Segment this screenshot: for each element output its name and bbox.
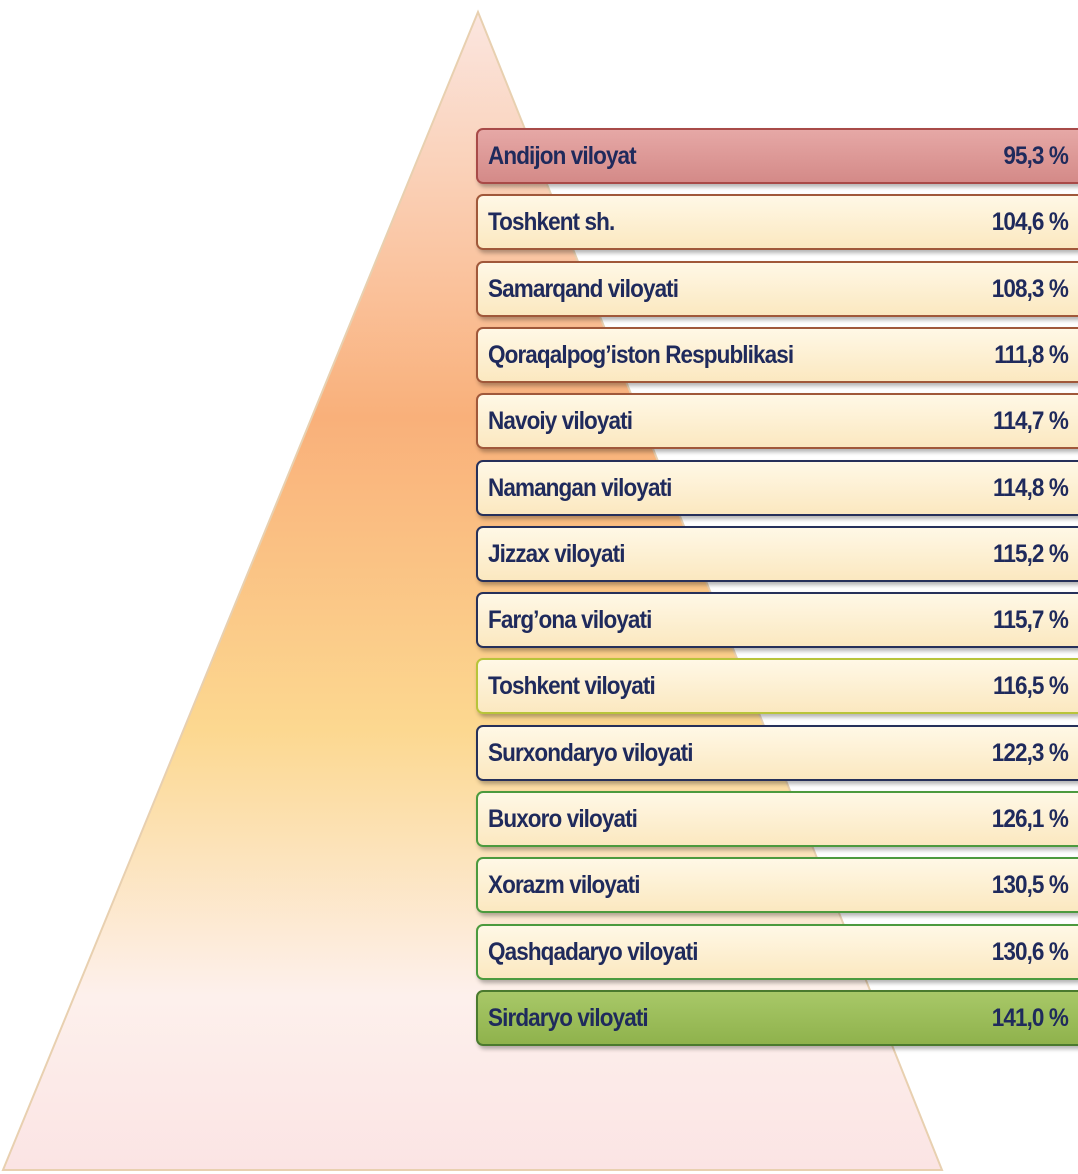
region-row: Surxondaryo viloyati 122,3 % (476, 724, 1078, 781)
region-name: Toshkent sh. (488, 208, 615, 237)
region-value: 122,3 % (991, 738, 1069, 767)
region-value: 130,5 % (991, 871, 1069, 900)
region-name: Namangan viloyati (488, 473, 672, 502)
region-row: Toshkent viloyati 116,5 % (476, 658, 1078, 715)
region-value: 115,2 % (992, 539, 1069, 568)
region-value: 130,6 % (991, 937, 1069, 966)
region-value: 114,8 % (992, 473, 1069, 502)
region-row: Navoiy viloyati 114,7 % (476, 393, 1078, 450)
region-value: 126,1 % (991, 805, 1069, 833)
region-name: Samarqand viloyati (488, 274, 679, 303)
region-value: 114,7 % (992, 407, 1069, 436)
region-value: 108,3 % (991, 274, 1069, 303)
region-name: Andijon viloyat (488, 142, 637, 170)
region-name: Qashqadaryo viloyati (488, 937, 698, 966)
region-row: Andijon viloyat 95,3 % (476, 128, 1078, 184)
region-value: 104,6 % (991, 208, 1069, 237)
region-name: Xorazm viloyati (488, 871, 640, 900)
region-name: Toshkent viloyati (488, 672, 656, 701)
region-row: Qoraqalpog’iston Respublikasi 111,8 % (476, 326, 1078, 383)
region-row: Farg’ona viloyati 115,7 % (476, 592, 1078, 649)
region-value: 111,8 % (994, 340, 1069, 369)
region-row: Buxoro viloyati 126,1 % (476, 791, 1078, 847)
region-value: 95,3 % (1003, 142, 1069, 170)
region-name: Sirdaryo viloyati (488, 1003, 649, 1032)
region-name: Buxoro viloyati (488, 805, 638, 833)
region-row: Namangan viloyati 114,8 % (476, 459, 1078, 516)
region-name: Navoiy viloyati (488, 407, 633, 436)
region-value: 141,0 % (991, 1003, 1069, 1032)
region-name: Jizzax viloyati (488, 539, 625, 568)
region-value: 115,7 % (992, 606, 1069, 635)
region-name: Farg’ona viloyati (488, 606, 652, 635)
region-row: Sirdaryo viloyati 141,0 % (476, 989, 1078, 1046)
region-row: Jizzax viloyati 115,2 % (476, 525, 1078, 582)
region-value: 116,5 % (992, 672, 1069, 701)
region-row: Samarqand viloyati 108,3 % (476, 260, 1078, 317)
region-row: Toshkent sh. 104,6 % (476, 194, 1078, 251)
region-row: Qashqadaryo viloyati 130,6 % (476, 923, 1078, 980)
region-row: Xorazm viloyati 130,5 % (476, 857, 1078, 914)
region-name: Surxondaryo viloyati (488, 738, 693, 767)
region-name: Qoraqalpog’iston Respublikasi (488, 340, 794, 369)
